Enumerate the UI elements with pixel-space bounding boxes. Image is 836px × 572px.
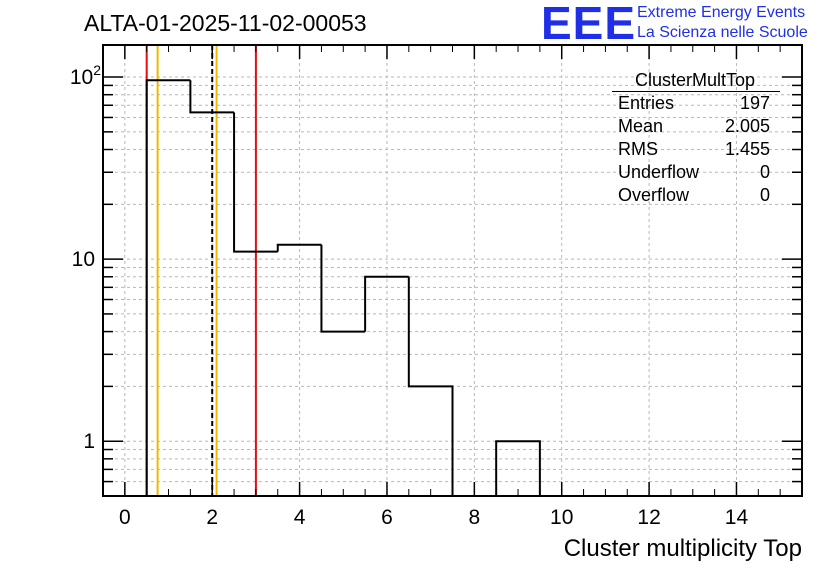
logo-line-2: La Scienza nelle Scuole xyxy=(637,24,808,41)
stats-label: Mean xyxy=(618,116,664,136)
histogram-bin xyxy=(233,112,278,253)
stats-label: Overflow xyxy=(618,185,690,205)
stats-label: Underflow xyxy=(618,162,700,182)
stats-title: ClusterMultTop xyxy=(634,70,756,90)
histogram-bin xyxy=(145,79,191,496)
histogram-bin xyxy=(495,440,541,496)
y-tick-label: 102 xyxy=(70,62,101,89)
x-axis-title: Cluster multiplicity Top xyxy=(563,535,802,562)
histogram-bin xyxy=(364,275,409,332)
tick-labels: 0 2 4 6 8 10 12 14 1 10 102 xyxy=(70,62,749,529)
x-tick-label: 14 xyxy=(725,506,749,529)
x-tick-label: 10 xyxy=(550,506,573,529)
histogram-bin xyxy=(407,276,454,496)
stats-value: 197 xyxy=(739,93,770,113)
stats-row-rms: RMS 1.455 xyxy=(612,138,778,161)
stats-value: 0 xyxy=(759,162,770,182)
stats-label: Entries xyxy=(618,93,675,113)
histogram-bin xyxy=(276,243,322,252)
x-tick-label: 12 xyxy=(637,506,660,529)
axis-ticks xyxy=(102,45,803,497)
y-tick-label: 1 xyxy=(83,430,95,453)
stats-divider xyxy=(612,91,780,92)
stats-box: ClusterMultTop Entries 197 Mean 2.005 RM… xyxy=(612,69,780,207)
histogram-bin xyxy=(189,80,235,114)
stats-value: 2.005 xyxy=(724,116,770,136)
stats-value: 0 xyxy=(759,185,770,205)
x-tick-label: 6 xyxy=(381,506,393,529)
histogram-bin xyxy=(320,244,366,333)
stats-row-mean: Mean 2.005 xyxy=(612,115,778,138)
stats-row-underflow: Underflow 0 xyxy=(612,161,778,184)
logo-line-1: Extreme Energy Events xyxy=(637,4,806,21)
stats-row-entries: Entries 197 xyxy=(612,92,778,115)
x-tick-label: 4 xyxy=(294,506,306,529)
eee-logo: EEE xyxy=(541,0,637,49)
page-title: ALTA-01-2025-11-02-00053 xyxy=(84,10,367,36)
stats-row-overflow: Overflow 0 xyxy=(612,184,778,207)
stats-value: 1.455 xyxy=(724,139,770,159)
x-tick-label: 8 xyxy=(469,506,481,529)
grid xyxy=(103,45,802,497)
x-tick-label: 0 xyxy=(119,506,131,529)
histogram-series xyxy=(145,79,541,496)
x-tick-label: 2 xyxy=(206,506,218,529)
y-tick-label: 10 xyxy=(72,248,95,271)
stats-label: RMS xyxy=(618,139,658,159)
